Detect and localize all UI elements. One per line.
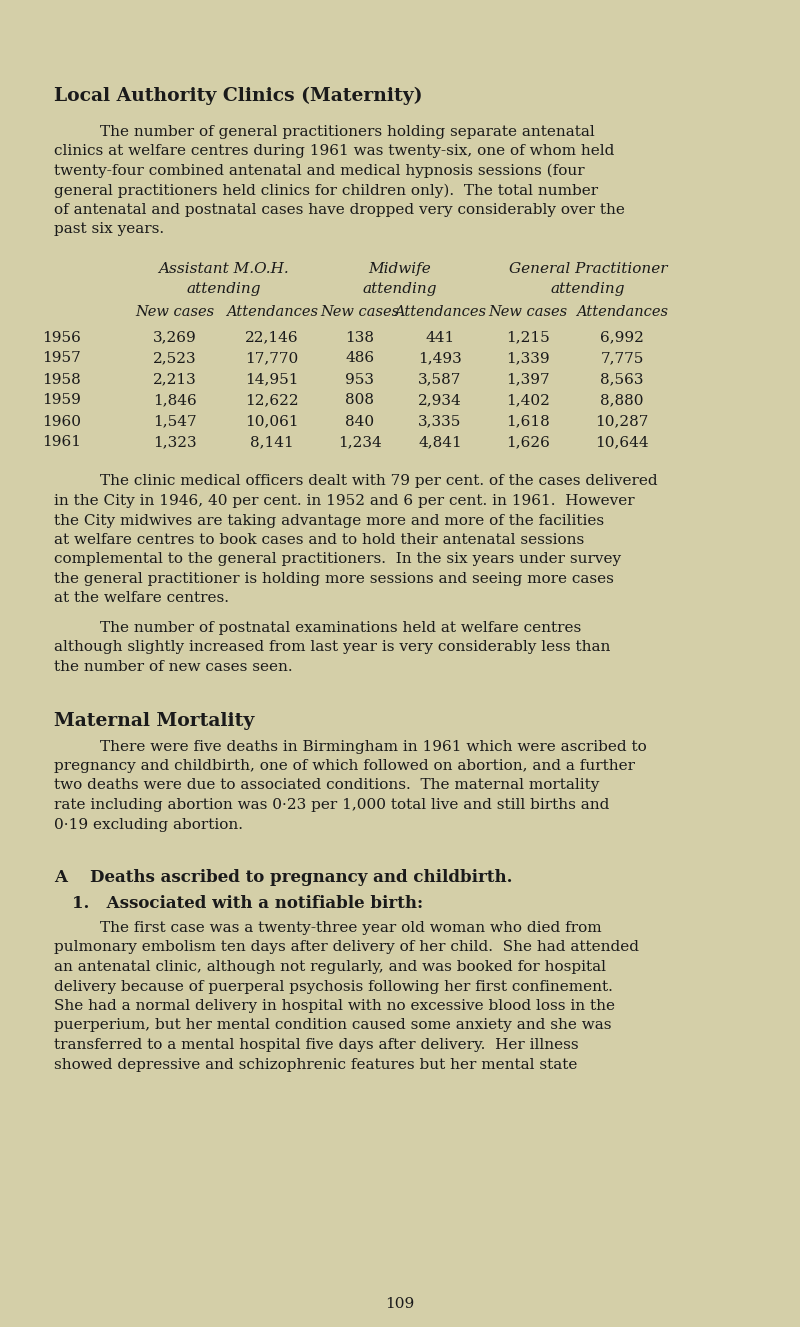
Text: rate including abortion was 0·23 per 1,000 total live and still births and: rate including abortion was 0·23 per 1,0… <box>54 798 610 812</box>
Text: clinics at welfare centres during 1961 was twenty-six, one of whom held: clinics at welfare centres during 1961 w… <box>54 145 614 158</box>
Text: showed depressive and schizophrenic features but her mental state: showed depressive and schizophrenic feat… <box>54 1058 578 1071</box>
Text: 1,618: 1,618 <box>506 414 550 429</box>
Text: at welfare centres to book cases and to hold their antenatal sessions: at welfare centres to book cases and to … <box>54 533 584 547</box>
Text: 6,992: 6,992 <box>600 330 644 345</box>
Text: pregnancy and childbirth, one of which followed on abortion, and a further: pregnancy and childbirth, one of which f… <box>54 759 635 774</box>
Text: attending: attending <box>550 281 626 296</box>
Text: 1,339: 1,339 <box>506 352 550 365</box>
Text: 3,335: 3,335 <box>418 414 462 429</box>
Text: 1959: 1959 <box>42 394 82 407</box>
Text: 109: 109 <box>386 1296 414 1311</box>
Text: Attendances: Attendances <box>226 305 318 318</box>
Text: 8,880: 8,880 <box>600 394 644 407</box>
Text: two deaths were due to associated conditions.  The maternal mortality: two deaths were due to associated condit… <box>54 779 599 792</box>
Text: 1958: 1958 <box>42 373 82 386</box>
Text: 1,215: 1,215 <box>506 330 550 345</box>
Text: 1,397: 1,397 <box>506 373 550 386</box>
Text: Assistant M.O.H.: Assistant M.O.H. <box>158 261 290 276</box>
Text: puerperium, but her mental condition caused some anxiety and she was: puerperium, but her mental condition cau… <box>54 1019 611 1032</box>
Text: the general practitioner is holding more sessions and seeing more cases: the general practitioner is holding more… <box>54 572 614 587</box>
Text: She had a normal delivery in hospital with no excessive blood loss in the: She had a normal delivery in hospital wi… <box>54 999 615 1013</box>
Text: 2,934: 2,934 <box>418 394 462 407</box>
Text: 1957: 1957 <box>42 352 82 365</box>
Text: past six years.: past six years. <box>54 223 164 236</box>
Text: complemental to the general practitioners.  In the six years under survey: complemental to the general practitioner… <box>54 552 621 567</box>
Text: 10,061: 10,061 <box>245 414 299 429</box>
Text: 10,644: 10,644 <box>595 435 649 450</box>
Text: The number of general practitioners holding separate antenatal: The number of general practitioners hold… <box>100 125 594 139</box>
Text: at the welfare centres.: at the welfare centres. <box>54 592 229 605</box>
Text: 8,563: 8,563 <box>600 373 644 386</box>
Text: in the City in 1946, 40 per cent. in 1952 and 6 per cent. in 1961.  However: in the City in 1946, 40 per cent. in 195… <box>54 494 634 508</box>
Text: 0·19 excluding abortion.: 0·19 excluding abortion. <box>54 817 243 832</box>
Text: 14,951: 14,951 <box>246 373 298 386</box>
Text: 808: 808 <box>346 394 374 407</box>
Text: 22,146: 22,146 <box>245 330 299 345</box>
Text: the number of new cases seen.: the number of new cases seen. <box>54 660 293 674</box>
Text: 1956: 1956 <box>42 330 82 345</box>
Text: 486: 486 <box>346 352 374 365</box>
Text: of antenatal and postnatal cases have dropped very considerably over the: of antenatal and postnatal cases have dr… <box>54 203 625 218</box>
Text: The clinic medical officers dealt with 79 per cent. of the cases delivered: The clinic medical officers dealt with 7… <box>100 475 658 488</box>
Text: A    Deaths ascribed to pregnancy and childbirth.: A Deaths ascribed to pregnancy and child… <box>54 869 513 886</box>
Text: 1.   Associated with a notifiable birth:: 1. Associated with a notifiable birth: <box>72 894 423 912</box>
Text: an antenatal clinic, although not regularly, and was booked for hospital: an antenatal clinic, although not regula… <box>54 959 606 974</box>
Text: 2,523: 2,523 <box>153 352 197 365</box>
Text: 1,846: 1,846 <box>153 394 197 407</box>
Text: 953: 953 <box>346 373 374 386</box>
Text: 1,626: 1,626 <box>506 435 550 450</box>
Text: pulmonary embolism ten days after delivery of her child.  She had attended: pulmonary embolism ten days after delive… <box>54 941 639 954</box>
Text: 7,775: 7,775 <box>600 352 644 365</box>
Text: the City midwives are taking advantage more and more of the facilities: the City midwives are taking advantage m… <box>54 514 604 528</box>
Text: Attendances: Attendances <box>394 305 486 318</box>
Text: Maternal Mortality: Maternal Mortality <box>54 711 254 730</box>
Text: New cases: New cases <box>489 305 567 318</box>
Text: 1960: 1960 <box>42 414 82 429</box>
Text: 8,141: 8,141 <box>250 435 294 450</box>
Text: twenty-four combined antenatal and medical hypnosis sessions (four: twenty-four combined antenatal and medic… <box>54 165 585 178</box>
Text: The first case was a twenty-three year old woman who died from: The first case was a twenty-three year o… <box>100 921 602 936</box>
Text: New cases: New cases <box>321 305 399 318</box>
Text: 1,402: 1,402 <box>506 394 550 407</box>
Text: Local Authority Clinics (Maternity): Local Authority Clinics (Maternity) <box>54 88 422 105</box>
Text: 2,213: 2,213 <box>153 373 197 386</box>
Text: There were five deaths in Birmingham in 1961 which were ascribed to: There were five deaths in Birmingham in … <box>100 739 646 754</box>
Text: although slightly increased from last year is very considerably less than: although slightly increased from last ye… <box>54 641 610 654</box>
Text: attending: attending <box>362 281 438 296</box>
Text: 1961: 1961 <box>42 435 82 450</box>
Text: 10,287: 10,287 <box>595 414 649 429</box>
Text: 1,323: 1,323 <box>153 435 197 450</box>
Text: 3,587: 3,587 <box>418 373 462 386</box>
Text: general practitioners held clinics for children only).  The total number: general practitioners held clinics for c… <box>54 183 598 198</box>
Text: attending: attending <box>186 281 262 296</box>
Text: 1,493: 1,493 <box>418 352 462 365</box>
Text: transferred to a mental hospital five days after delivery.  Her illness: transferred to a mental hospital five da… <box>54 1038 578 1052</box>
Text: 17,770: 17,770 <box>246 352 298 365</box>
Text: 441: 441 <box>426 330 454 345</box>
Text: 138: 138 <box>346 330 374 345</box>
Text: Attendances: Attendances <box>576 305 668 318</box>
Text: 4,841: 4,841 <box>418 435 462 450</box>
Text: General Practitioner: General Practitioner <box>509 261 667 276</box>
Text: 1,234: 1,234 <box>338 435 382 450</box>
Text: Midwife: Midwife <box>369 261 431 276</box>
Text: New cases: New cases <box>135 305 214 318</box>
Text: 12,622: 12,622 <box>245 394 299 407</box>
Text: 840: 840 <box>346 414 374 429</box>
Text: 1,547: 1,547 <box>153 414 197 429</box>
Text: 3,269: 3,269 <box>153 330 197 345</box>
Text: The number of postnatal examinations held at welfare centres: The number of postnatal examinations hel… <box>100 621 582 636</box>
Text: delivery because of puerperal psychosis following her first confinement.: delivery because of puerperal psychosis … <box>54 979 613 994</box>
